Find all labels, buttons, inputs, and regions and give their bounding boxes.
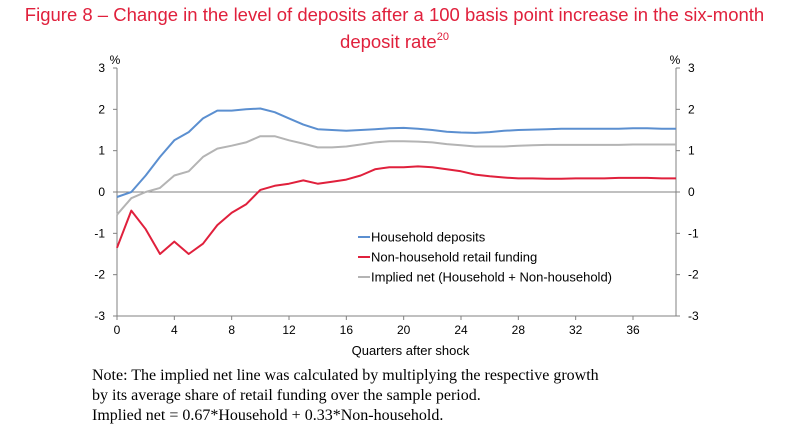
x-tick-label: 20 <box>397 323 411 337</box>
y-tick-label-left: 1 <box>98 144 105 158</box>
y-axis-unit-right: % <box>670 53 681 67</box>
y-tick-label-left: -1 <box>94 226 105 240</box>
y-tick-label-right: 2 <box>688 102 695 116</box>
legend-label-3: Implied net (Household + Non-household) <box>371 270 612 285</box>
x-tick-label: 4 <box>171 323 178 337</box>
series-line-3 <box>116 135 676 216</box>
x-tick-label: 28 <box>512 323 526 337</box>
y-tick-label-right: -1 <box>688 226 699 240</box>
x-tick-label: 32 <box>569 323 583 337</box>
y-tick-label-right: -3 <box>688 309 699 323</box>
chart-title-line1: Figure 8 – Change in the level of deposi… <box>24 4 765 25</box>
line-chart: -3 -3-2 -2-1 -10 01 12 23 3% %0 4 8 12 16 20 24 28 32 36Q… <box>94 53 699 358</box>
y-tick-label-right: -2 <box>688 268 699 282</box>
y-tick-label-right: 3 <box>688 61 695 75</box>
y-tick-label-left: 2 <box>98 102 105 116</box>
y-tick-label-left: 0 <box>98 185 105 199</box>
x-tick-label: 0 <box>114 323 121 337</box>
chart-title-line2-text: deposit rate <box>340 31 437 52</box>
x-tick-label: 24 <box>454 323 468 337</box>
y-axis-unit-left: % <box>110 53 121 67</box>
y-tick-label-left: -2 <box>94 268 105 282</box>
chart-title: Figure 8 – Change in the level of deposi… <box>0 4 789 53</box>
y-tick-label-right: 0 <box>688 185 695 199</box>
y-tick-label-left: 3 <box>98 61 105 75</box>
x-axis-label: Quarters after shock <box>352 343 470 358</box>
chart-note: Note: The implied net line was calculate… <box>92 366 772 426</box>
title-footnote-marker: 20 <box>436 31 449 43</box>
y-tick-label-right: 1 <box>688 144 695 158</box>
legend-label-2: Non-household retail funding <box>371 250 537 265</box>
legend-label-1: Household deposits <box>371 230 486 245</box>
series-line-1 <box>116 107 676 198</box>
chart-title-line2: deposit rate20 <box>0 26 789 53</box>
y-tick-label-left: -3 <box>94 309 105 323</box>
note-line-2: by its average share of retail funding o… <box>92 387 481 404</box>
note-line-3: Implied net = 0.67*Household + 0.33*Non-… <box>92 407 444 424</box>
x-tick-label: 12 <box>282 323 296 337</box>
x-tick-label: 16 <box>340 323 354 337</box>
x-tick-label: 8 <box>228 323 235 337</box>
series-line-2 <box>116 165 676 255</box>
note-line-1: Note: The implied net line was calculate… <box>92 367 599 384</box>
x-tick-label: 36 <box>626 323 640 337</box>
